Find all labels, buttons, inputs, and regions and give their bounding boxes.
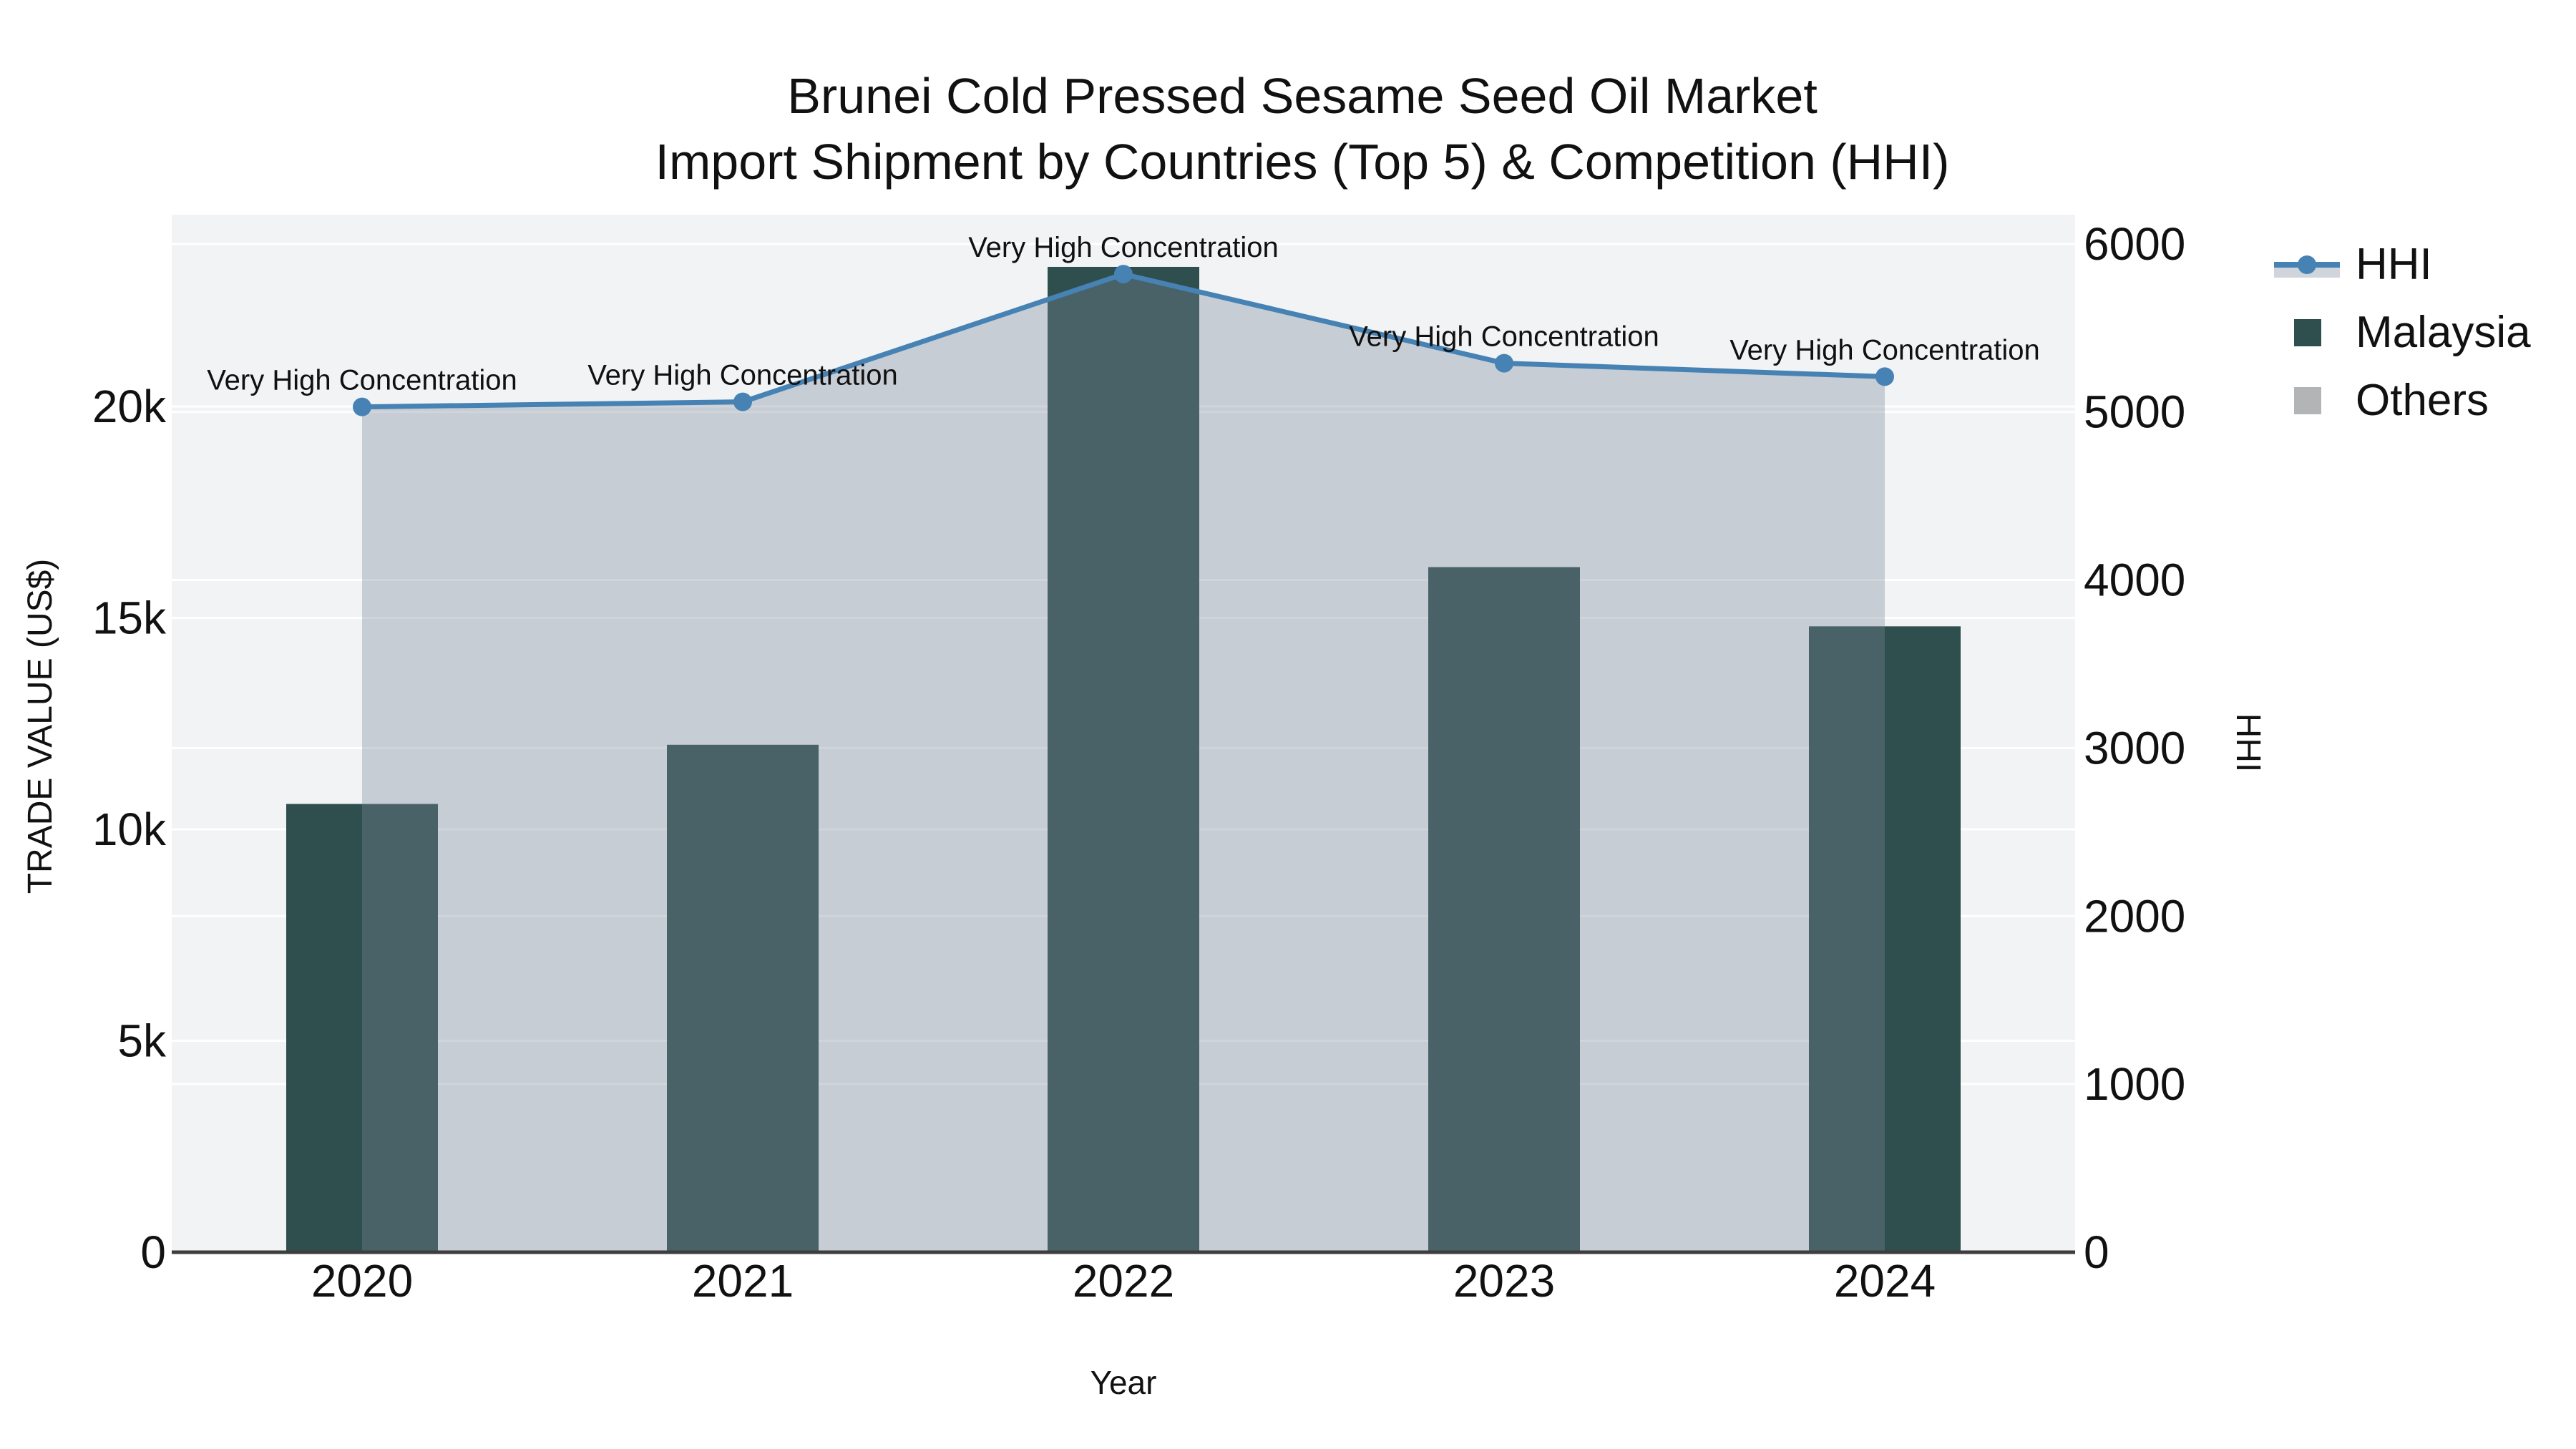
bar-malaysia-2022[interactable] <box>1048 266 1199 1253</box>
annotation-2024: Very High Concentration <box>1729 334 2040 366</box>
y-left-tick-label: 15k <box>92 592 167 644</box>
annotations: Very High Concentration Very High Concent… <box>207 232 2040 396</box>
hhi-line-marker-icon <box>2274 249 2340 280</box>
annotation-2022: Very High Concentration <box>968 232 1279 263</box>
x-tick-label-2023: 2023 <box>1453 1255 1555 1307</box>
y-left-tick-label: 10k <box>92 804 167 855</box>
hhi-marker-2020[interactable] <box>353 397 371 416</box>
y-right-tick-label: 5000 <box>2084 386 2185 438</box>
hhi-marker-2024[interactable] <box>1875 367 1894 386</box>
chart-title: Brunei Cold Pressed Sesame Seed Oil Mark… <box>29 63 2576 195</box>
others-swatch-icon <box>2294 386 2321 414</box>
legend-item-hhi[interactable]: HHI <box>2274 230 2531 298</box>
legend-label-others: Others <box>2356 376 2489 425</box>
annotation-2020: Very High Concentration <box>207 365 517 396</box>
chart-title-line2: Import Shipment by Countries (Top 5) & C… <box>655 134 1950 190</box>
chart-title-line1: Brunei Cold Pressed Sesame Seed Oil Mark… <box>787 68 1818 124</box>
hhi-area <box>362 274 1885 1253</box>
bar-malaysia-2023[interactable] <box>1428 567 1580 1252</box>
x-axis-title: Year <box>1091 1364 1157 1401</box>
hhi-line-series <box>353 265 1894 416</box>
legend-item-malaysia[interactable]: Malaysia <box>2274 298 2531 366</box>
malaysia-swatch-icon <box>2294 318 2321 346</box>
x-tick-label-2021: 2021 <box>692 1255 794 1307</box>
y-right-tick-label: 6000 <box>2084 218 2185 270</box>
bar-malaysia-2021[interactable] <box>667 744 819 1252</box>
y-right-tick-label: 0 <box>2084 1226 2109 1278</box>
bar-malaysia-2020[interactable] <box>286 804 438 1252</box>
y-right-tick-label: 2000 <box>2084 890 2185 942</box>
x-tick-label-2022: 2022 <box>1073 1255 1174 1307</box>
legend-label-malaysia: Malaysia <box>2356 308 2531 357</box>
legend-item-others[interactable]: Others <box>2274 366 2531 434</box>
bar-series-malaysia <box>286 266 1961 1253</box>
y-right-tick-label: 1000 <box>2084 1058 2185 1110</box>
annotation-2021: Very High Concentration <box>587 360 898 391</box>
hhi-marker-2021[interactable] <box>733 392 752 411</box>
legend: HHI Malaysia Others <box>2274 230 2531 434</box>
hhi-area-fill <box>362 274 1885 1253</box>
hhi-marker-2023[interactable] <box>1495 353 1513 373</box>
y-axis-title-right: HHI <box>2229 713 2267 773</box>
y-left-tick-label: 0 <box>140 1226 166 1278</box>
y-left-tick-label: 20k <box>92 381 167 432</box>
y-left-tick-label: 5k <box>117 1015 167 1067</box>
y-right-tick-label: 3000 <box>2084 722 2185 774</box>
y-axis-title-left: TRADE VALUE (US$) <box>21 559 59 894</box>
bar-malaysia-2024[interactable] <box>1809 626 1961 1252</box>
x-tick-label-2020: 2020 <box>311 1255 413 1307</box>
y-right-tick-label: 4000 <box>2084 555 2185 606</box>
x-tick-label-2024: 2024 <box>1834 1255 1936 1307</box>
legend-label-hhi: HHI <box>2356 240 2432 289</box>
annotation-2023: Very High Concentration <box>1349 321 1659 353</box>
axis-tick-labels: 0 5k 10k 15k 20k 0 1000 2000 3000 4000 5000 6000 202… <box>92 218 2186 1307</box>
hhi-marker-2022[interactable] <box>1114 265 1133 284</box>
